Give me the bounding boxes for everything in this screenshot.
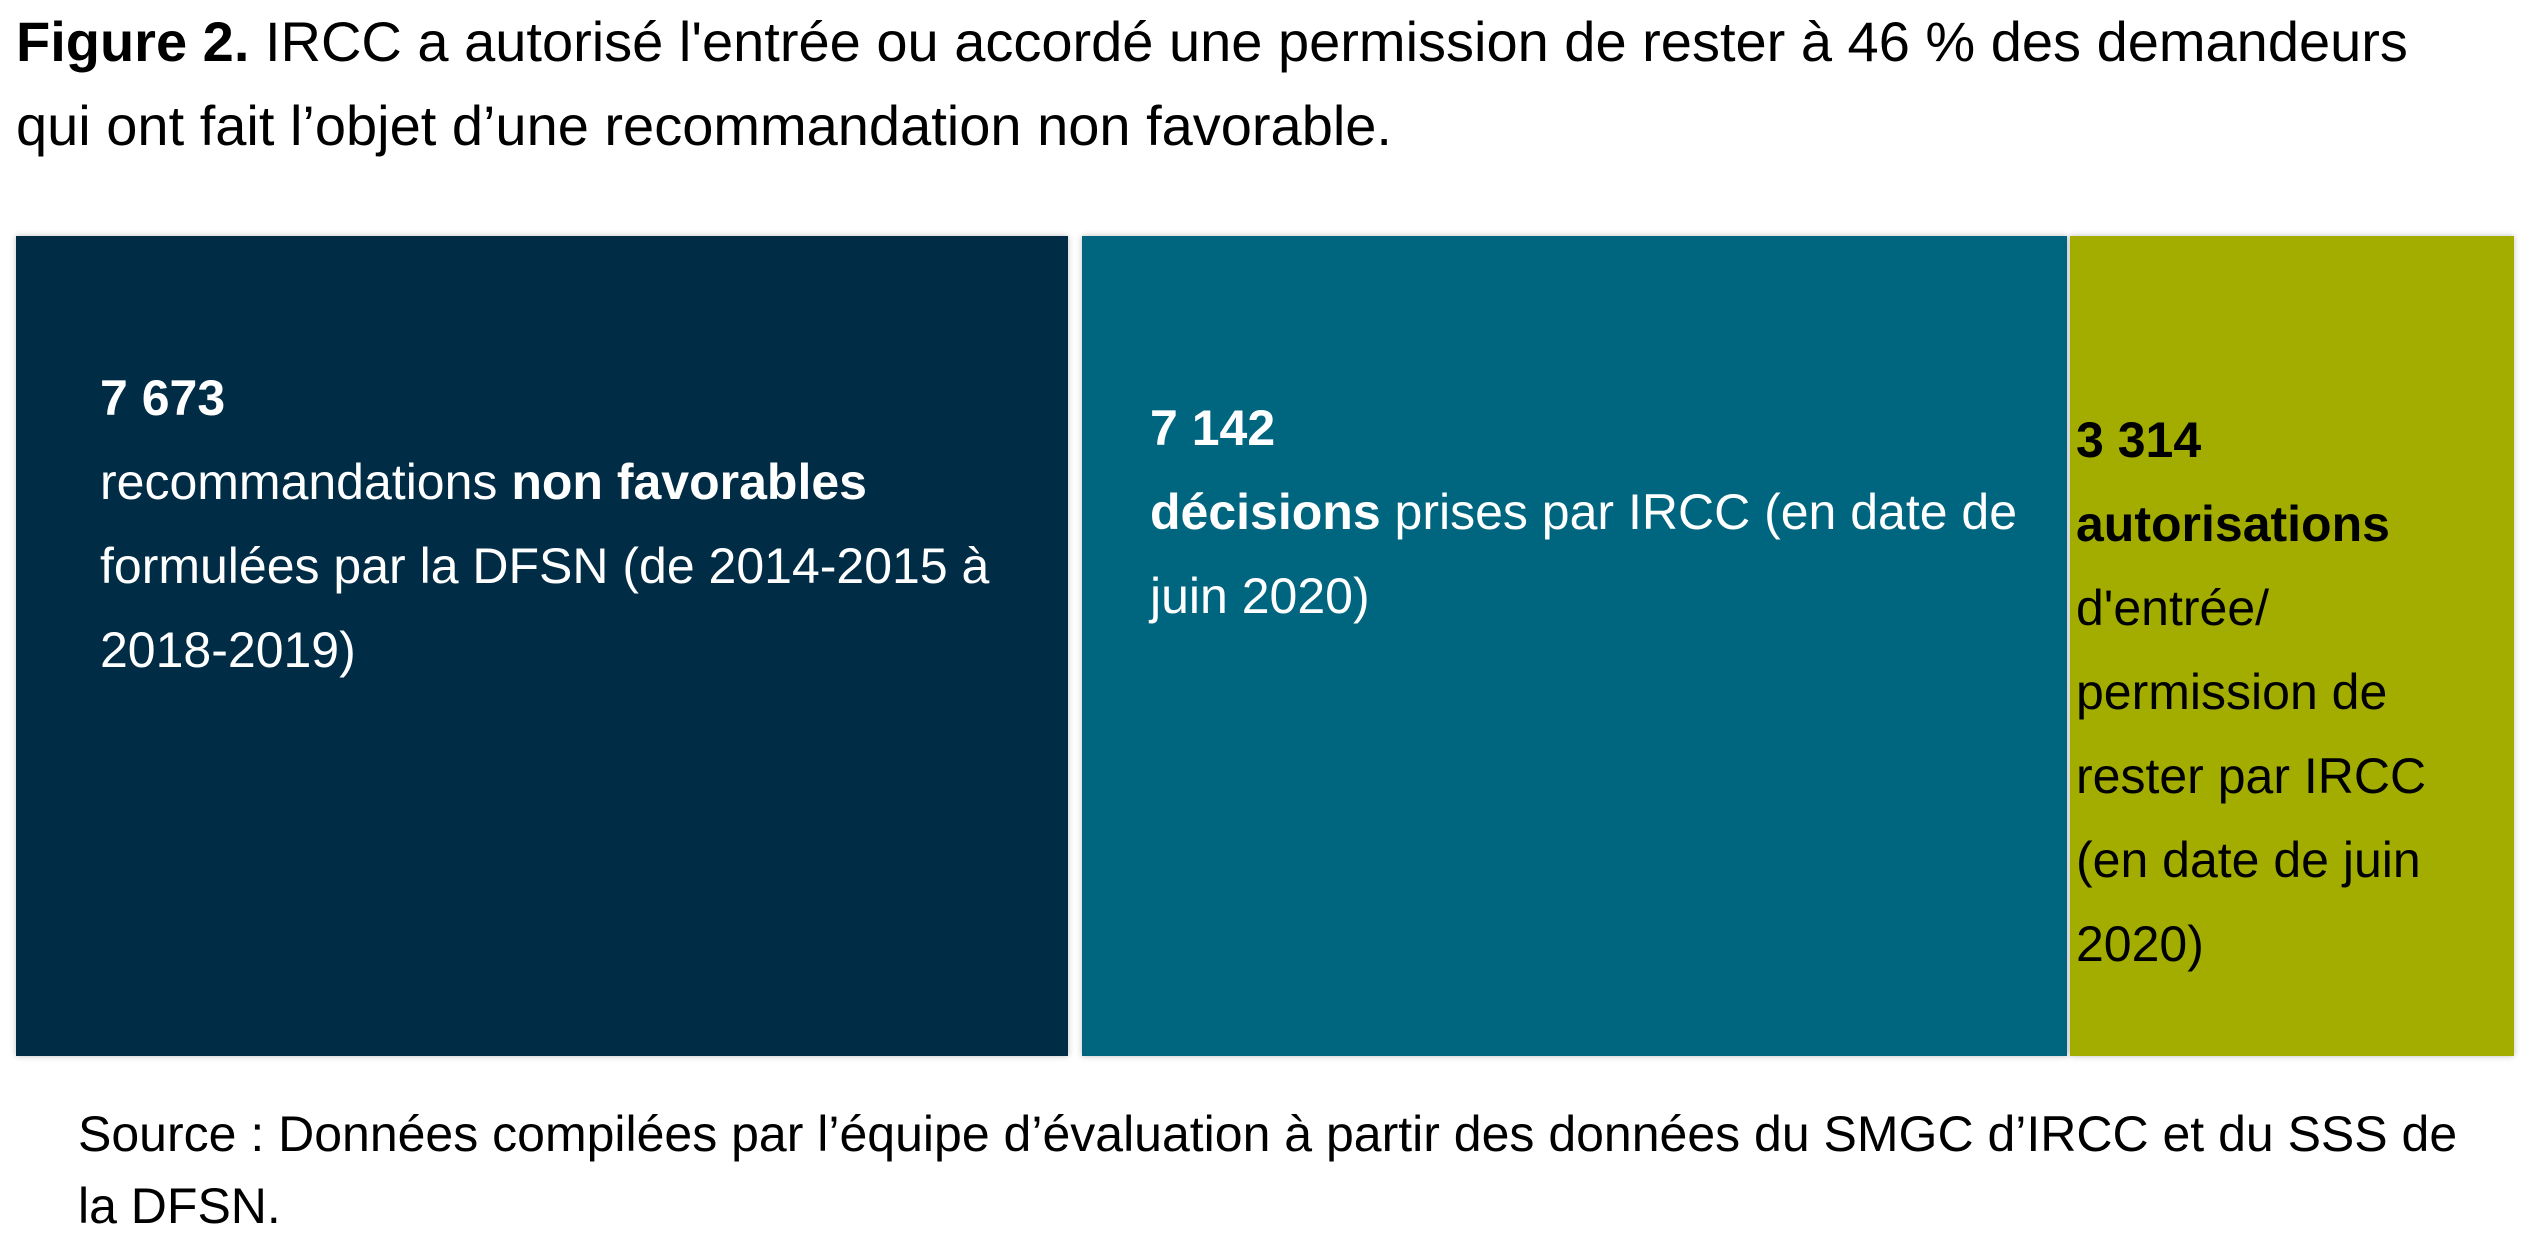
block-3-bold: autorisations	[2076, 496, 2390, 552]
block-2-text: 7 142 décisions prises par IRCC (en date …	[1150, 386, 2030, 638]
block-2-bold: décisions	[1150, 484, 1381, 540]
figure-caption: Figure 2. IRCC a autorisé l'entrée ou ac…	[16, 0, 2496, 168]
figure-title: IRCC a autorisé l'entrée ou accordé une …	[16, 10, 2408, 157]
block-3-value: 3 314	[2076, 412, 2202, 468]
proportion-blocks: 7 673 recommandations non favorables form…	[16, 236, 2514, 1056]
source-note: Source : Données compilées par l’équipe …	[78, 1106, 2458, 1234]
block-1-bold: non favorables	[511, 454, 867, 510]
block-ircc-decisions: 7 142 décisions prises par IRCC (en date …	[1082, 236, 2067, 1056]
block-1-pre: recommandations	[100, 454, 512, 510]
block-2-value: 7 142	[1150, 400, 1276, 456]
block-3-text: 3 314 autorisations d'entrée/ permission …	[2076, 398, 2506, 986]
block-1-post: formulées par la DFSN (de 2014-2015 à 20…	[100, 538, 990, 678]
block-1-value: 7 673	[100, 370, 226, 426]
block-2-post: prises par IRCC (en date de juin 2020)	[1150, 484, 2018, 624]
block-unfavourable-recommendations: 7 673 recommandations non favorables form…	[16, 236, 1068, 1056]
figure-label: Figure 2.	[16, 10, 250, 73]
block-1-text: 7 673 recommandations non favorables form…	[100, 356, 1040, 692]
block-3-post: d'entrée/ permission de rester par IRCC …	[2076, 580, 2427, 972]
block-authorizations: 3 314 autorisations d'entrée/ permission …	[2070, 236, 2514, 1056]
